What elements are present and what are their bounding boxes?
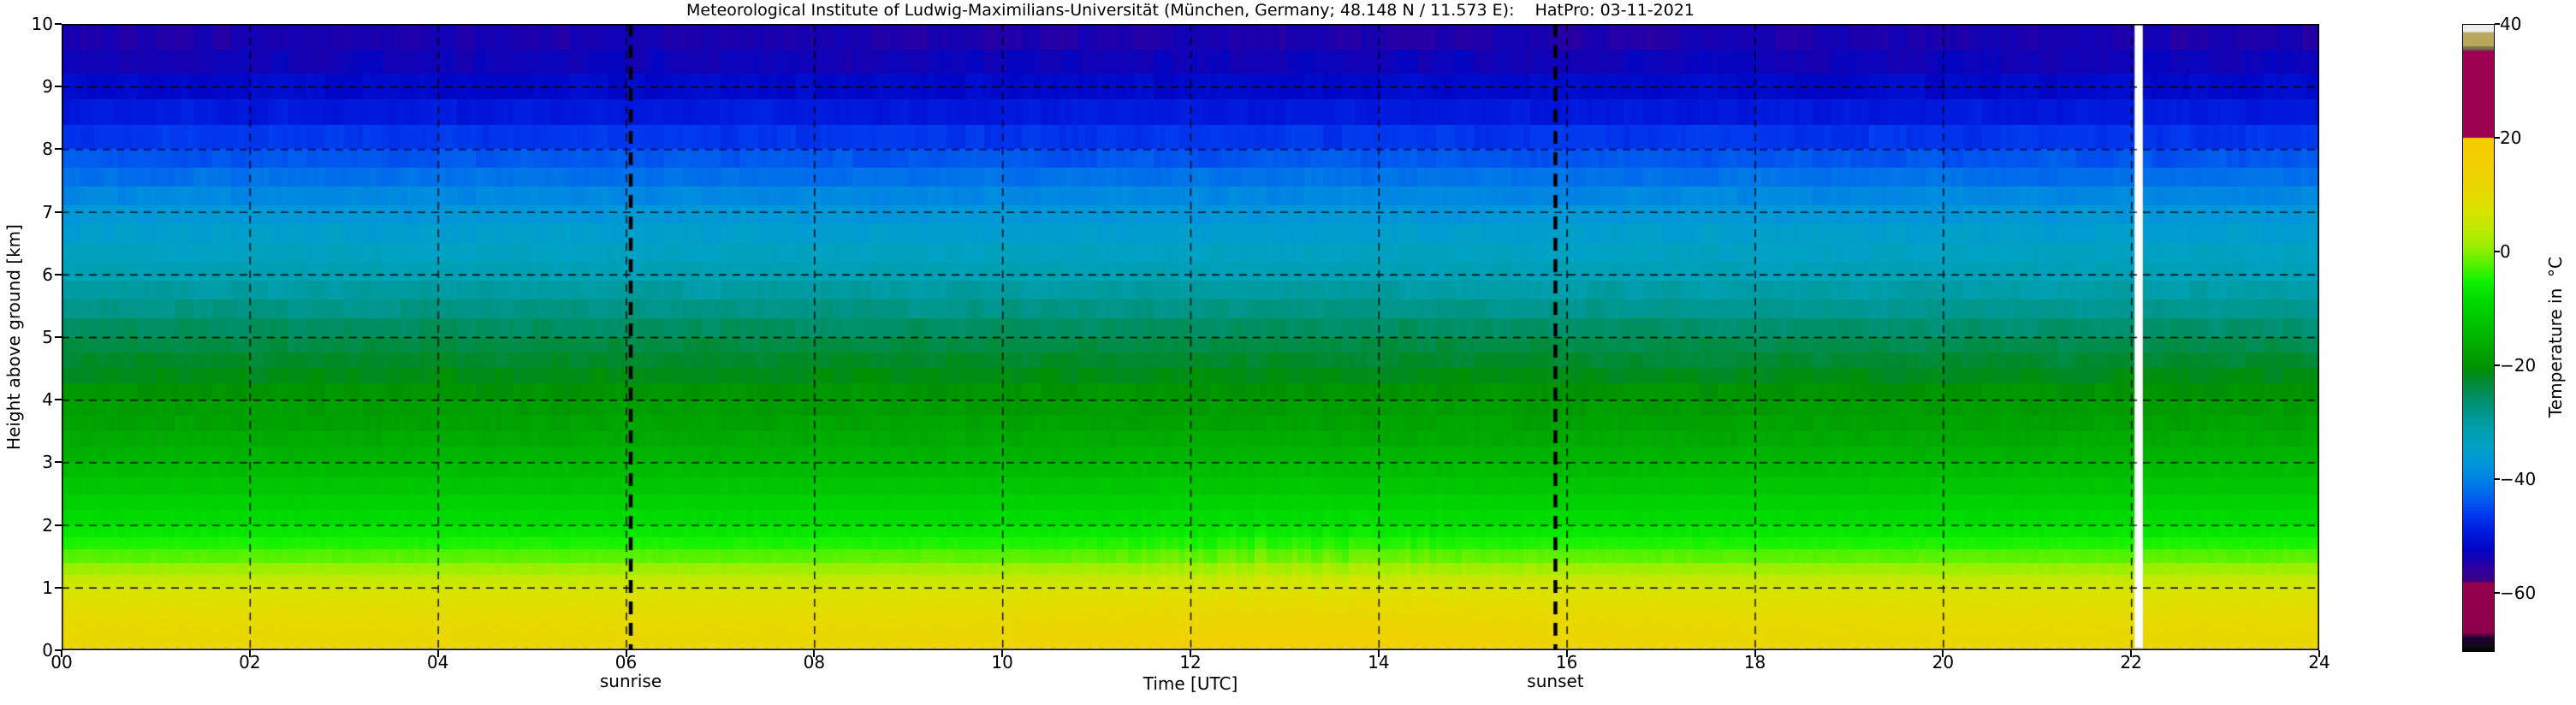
y-tick-mark — [55, 210, 62, 213]
colorbar-tick-label: 20 — [2500, 127, 2522, 149]
x-tick-label: 02 — [239, 652, 261, 672]
y-tick-label: 6 — [42, 264, 53, 285]
x-tick-label: 06 — [614, 652, 638, 672]
x-tick-label: 14 — [1368, 652, 1390, 672]
x-tick-mark — [1942, 650, 1944, 657]
y-tick-label: 7 — [42, 201, 53, 222]
y-tick-mark — [55, 86, 62, 88]
x-tick-label: 20 — [1932, 652, 1955, 672]
x-tick-label: 24 — [2308, 652, 2330, 672]
y-tick-label: 3 — [42, 452, 53, 473]
x-tick-mark — [625, 650, 627, 657]
colorbar-tick-mark — [2495, 137, 2500, 139]
colorbar-tick-label: 40 — [2500, 14, 2522, 34]
y-tick-label: 0 — [42, 640, 53, 661]
y-tick-label: 1 — [42, 577, 53, 598]
x-tick-mark — [1377, 650, 1380, 657]
x-tick-mark — [813, 650, 816, 657]
x-tick-label: 10 — [991, 652, 1013, 672]
colorbar-tick-label: 0 — [2500, 241, 2511, 263]
y-tick-mark — [55, 461, 62, 464]
x-tick-mark — [1754, 650, 1756, 657]
y-tick-label: 2 — [42, 514, 53, 536]
x-tick-label: 12 — [1179, 652, 1202, 672]
colorbar — [2462, 24, 2495, 652]
y-tick-label: 5 — [42, 327, 53, 347]
y-axis-label: Height above ground [km] — [3, 224, 24, 450]
colorbar-tick-mark — [2495, 364, 2500, 367]
x-tick-label: 22 — [2120, 652, 2142, 672]
x-tick-label: 00 — [50, 652, 73, 672]
colorbar-label: Temperature in °C — [2545, 257, 2566, 418]
x-tick-mark — [2130, 650, 2133, 657]
x-tick-label: 18 — [1743, 652, 1766, 672]
colorbar-tick-mark — [2495, 478, 2500, 481]
colorbar-tick-label: −20 — [2500, 355, 2537, 376]
colorbar-tick-label: −40 — [2500, 469, 2537, 490]
y-tick-mark — [55, 148, 62, 151]
x-tick-mark — [1190, 650, 1191, 657]
y-tick-mark — [55, 586, 62, 589]
y-tick-mark — [55, 336, 62, 338]
y-tick-mark — [55, 399, 62, 401]
x-tick-mark — [61, 650, 62, 657]
y-tick-label: 9 — [42, 76, 53, 98]
x-tick-label: 08 — [803, 652, 826, 672]
sunrise-label: sunrise — [599, 671, 662, 691]
y-tick-mark — [55, 23, 62, 25]
colorbar-tick-mark — [2495, 251, 2500, 253]
x-tick-label: 16 — [1555, 652, 1578, 672]
gridlines-overlay — [62, 24, 2319, 650]
colorbar-tick-mark — [2495, 592, 2500, 595]
x-tick-label: 04 — [426, 652, 449, 672]
colorbar-tick-label: −60 — [2500, 583, 2537, 604]
sunset-label: sunset — [1527, 671, 1584, 691]
y-tick-label: 10 — [31, 14, 53, 34]
x-tick-mark — [2318, 650, 2320, 657]
colorbar-tick-mark — [2495, 23, 2500, 25]
y-tick-label: 4 — [42, 389, 53, 411]
y-tick-mark — [55, 524, 62, 526]
y-tick-mark — [55, 649, 62, 651]
x-tick-mark — [1001, 650, 1004, 657]
x-tick-mark — [248, 650, 251, 657]
x-tick-mark — [436, 650, 439, 657]
x-axis-label: Time [UTC] — [1143, 673, 1238, 694]
y-tick-mark — [55, 273, 62, 275]
x-tick-mark — [1565, 650, 1568, 657]
chart-title: Meteorological Institute of Ludwig-Maxim… — [686, 1, 1695, 20]
y-tick-label: 8 — [42, 139, 53, 160]
